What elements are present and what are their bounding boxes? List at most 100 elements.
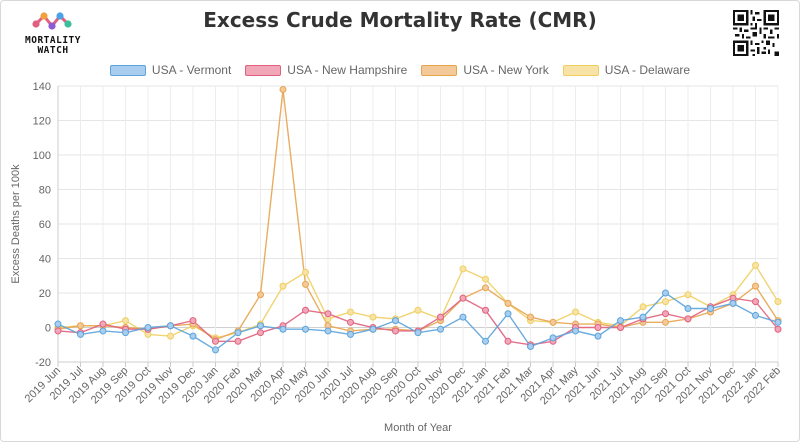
data-point [122,317,129,325]
y-tick-label: 20 [39,288,51,300]
data-point [572,327,579,335]
data-point [347,308,354,316]
legend-item[interactable]: USA - New Hampshire [245,63,407,77]
y-tick-label: 60 [39,219,51,231]
data-point [617,324,624,331]
data-point [459,265,467,273]
data-point [594,324,602,331]
data-point [504,337,512,345]
data-point [482,306,489,314]
data-point [639,303,647,311]
chart-title: Excess Crude Mortality Rate (CMR) [203,8,597,32]
data-point [302,268,309,276]
data-point [572,308,579,316]
data-point [212,346,219,354]
data-point [549,318,557,326]
legend-label: USA - New York [463,63,549,77]
y-axis-title: Excess Deaths per 100k [10,164,22,284]
y-tick-label: 100 [33,150,51,162]
legend-item[interactable]: USA - Vermont [109,63,232,77]
data-point [527,342,534,350]
data-point [302,280,309,288]
data-point [167,322,174,330]
data-point [257,329,264,337]
data-point [459,313,467,321]
data-point [414,329,422,337]
legend-swatch [562,64,599,76]
y-tick-label: 140 [33,81,51,93]
data-point [54,327,62,335]
data-point [662,289,669,297]
data-point [279,85,287,93]
y-tick-label: -20 [35,357,51,369]
x-axis-title: Month of Year [384,422,452,434]
data-point [707,305,714,313]
legend-item[interactable]: USA - New York [421,63,549,77]
data-point [662,310,669,318]
data-point [752,282,759,290]
data-point [482,337,489,345]
data-point [774,318,782,326]
data-point [752,261,759,269]
data-point [279,325,287,333]
data-point [729,299,737,307]
data-point [392,317,399,325]
data-point [257,291,264,299]
data-point [279,282,287,290]
data-point [437,313,444,321]
data-point [324,310,332,318]
legend-item[interactable]: USA - Delaware [562,63,691,77]
data-point [414,306,422,314]
data-point [662,318,669,326]
data-point [347,318,354,326]
legend-label: USA - Delaware [604,63,691,77]
data-point [617,317,624,325]
data-point [504,299,512,307]
data-point [504,310,512,318]
legend-swatch [109,64,146,76]
data-point [774,325,782,333]
data-point [639,313,647,321]
logo-icon [32,12,72,30]
data-point [684,315,692,323]
data-point [77,330,84,338]
data-point [167,332,174,340]
data-point [324,327,332,335]
chart-legend[interactable]: USA - Vermont USA - New Hampshire USA - Ne… [0,63,800,77]
data-point [144,324,152,331]
legend-label: USA - Vermont [151,63,232,77]
data-point [459,294,467,302]
data-point [662,298,669,306]
data-point [122,329,129,337]
data-point [392,327,399,335]
data-point [774,298,782,306]
data-point [212,337,219,345]
data-point [189,317,197,325]
data-point [234,337,242,345]
data-point [527,313,534,321]
qr-code-icon [733,10,779,56]
data-point [482,275,489,283]
data-point [99,327,107,335]
data-point [684,305,692,313]
data-point [77,322,84,330]
data-point [752,311,759,319]
y-tick-label: 80 [39,185,51,197]
legend-label: USA - New Hampshire [287,63,408,77]
data-point [54,320,62,328]
legend-swatch [421,64,458,76]
data-point [234,329,242,337]
y-tick-label: 0 [45,323,51,335]
data-point [257,322,264,330]
data-point [189,332,197,340]
data-point [302,306,309,314]
data-point [369,313,377,321]
data-point [369,325,377,333]
data-point [302,325,309,333]
data-point [752,298,759,306]
data-point [437,325,444,333]
data-point [594,332,602,340]
data-point [99,320,107,328]
data-point [684,291,692,299]
